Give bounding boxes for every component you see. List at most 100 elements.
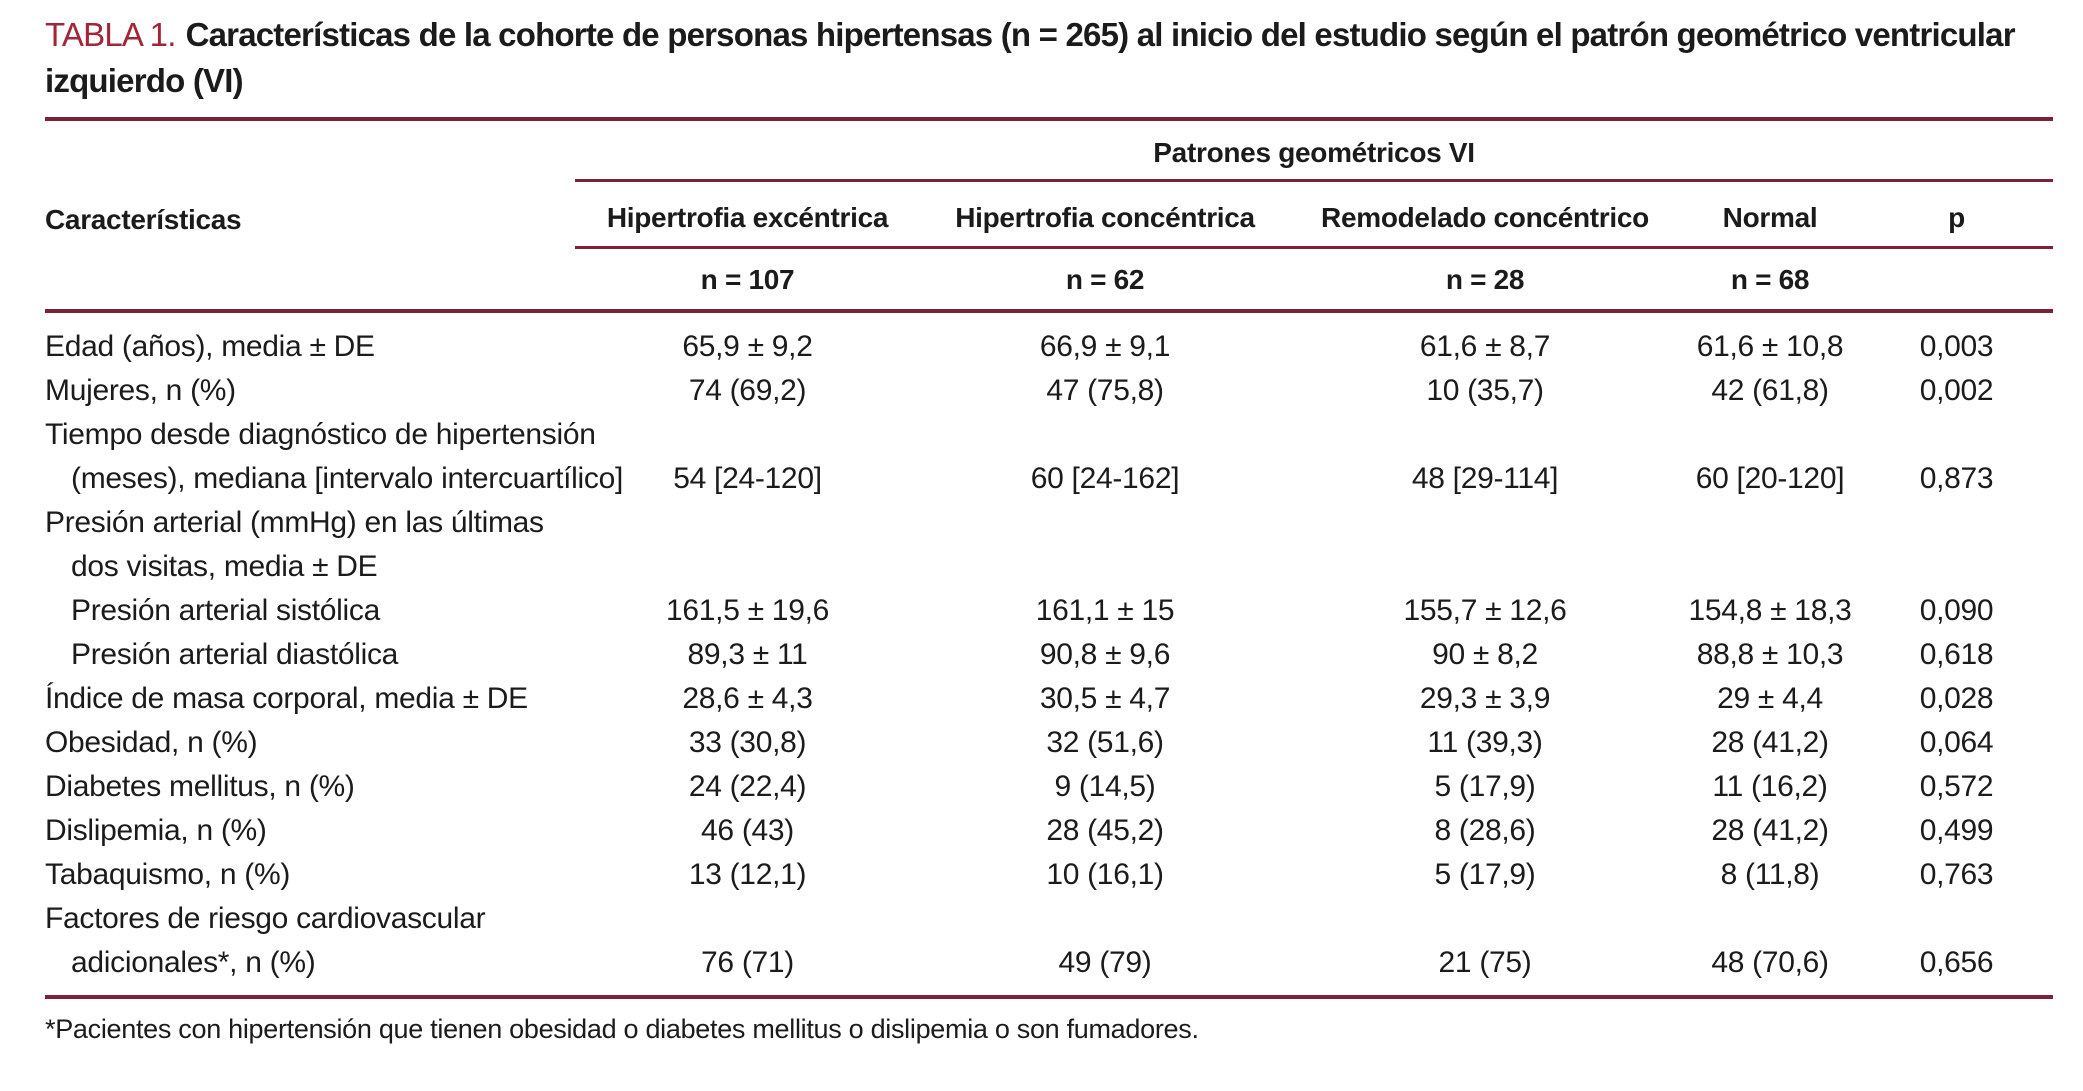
- p-value-cell: [1860, 897, 2053, 941]
- row-label: adicionales*, n (%): [71, 946, 316, 979]
- value-cell: 29 ± 4,4: [1717, 682, 1823, 715]
- table-row: Diabetes mellitus, n (%) 24 (22,4) 9 (14,5…: [45, 765, 2053, 809]
- p-value-cell: 0,572: [1919, 770, 1994, 803]
- n-label: n = 28: [1290, 247, 1680, 313]
- table-row: Presión arterial sistólica 161,5 ± 19,6 16…: [45, 589, 2053, 633]
- n-label: n = 62: [920, 247, 1290, 313]
- col-header-normal: Normal: [1680, 180, 1860, 249]
- row-label: Presión arterial sistólica: [71, 594, 380, 627]
- value-cell: [1680, 501, 1860, 545]
- value-cell: 47 (75,8): [1046, 374, 1164, 407]
- value-cell: 5 (17,9): [1434, 770, 1536, 803]
- table-row: Tabaquismo, n (%) 13 (12,1) 10 (16,1) 5 (17…: [45, 853, 2053, 897]
- table-body: Edad (años), media ± DE 65,9 ± 9,2 66,9 ± …: [45, 311, 2053, 995]
- n-label: n = 68: [1680, 247, 1860, 313]
- value-cell: 61,6 ± 10,8: [1696, 330, 1844, 363]
- value-cell: [575, 501, 920, 545]
- column-group-header: Patrones geométricos VI: [575, 121, 2054, 182]
- row-label: (meses), mediana [intervalo intercuartíl…: [71, 462, 624, 495]
- value-cell: 61,6 ± 8,7: [1419, 330, 1551, 363]
- value-cell: 65,9 ± 9,2: [682, 330, 813, 363]
- value-cell: 28 (41,2): [1711, 726, 1829, 759]
- value-cell: [575, 545, 920, 589]
- table-row: Edad (años), media ± DE 65,9 ± 9,2 66,9 ± …: [45, 311, 2053, 369]
- n-label: n = 107: [575, 247, 920, 313]
- value-cell: [1680, 897, 1860, 941]
- value-cell: 28,6 ± 4,3: [682, 682, 813, 715]
- value-cell: 54 [24-120]: [673, 462, 822, 495]
- row-label: Tabaquismo, n (%): [45, 858, 291, 891]
- p-value-cell: 0,499: [1919, 814, 1994, 847]
- value-cell: [575, 413, 920, 457]
- table-row: Factores de riesgo cardiovascular: [45, 897, 2053, 941]
- p-value-cell: 0,656: [1919, 946, 1994, 979]
- col-header-caracteristicas: Características: [45, 203, 242, 235]
- p-value-cell: [1860, 501, 2053, 545]
- column-header-row: Características Hipertrofia excéntrica H…: [45, 180, 2054, 249]
- value-cell: 161,1 ± 15: [1035, 594, 1175, 627]
- p-value-cell: 0,064: [1919, 726, 1994, 759]
- value-cell: [920, 413, 1290, 457]
- p-value-cell: [1860, 413, 2053, 457]
- value-cell: 161,5 ± 19,6: [666, 594, 829, 627]
- value-cell: 28 (41,2): [1711, 814, 1829, 847]
- table-caption-text: Características de la cohorte de persona…: [45, 16, 2016, 99]
- row-label: Presión arterial (mmHg) en las últimas: [45, 506, 544, 539]
- table-row: (meses), mediana [intervalo intercuartíl…: [45, 457, 2053, 501]
- value-cell: 90 ± 8,2: [1432, 638, 1538, 671]
- row-label: Factores de riesgo cardiovascular: [45, 902, 486, 935]
- blank-cell: [45, 247, 575, 313]
- value-cell: 60 [24-162]: [1030, 462, 1180, 495]
- value-cell: 13 (12,1): [688, 858, 807, 891]
- value-cell: 90,8 ± 9,6: [1039, 638, 1171, 671]
- value-cell: 48 (70,6): [1711, 946, 1829, 979]
- value-cell: [1290, 413, 1680, 457]
- p-value-cell: 0,873: [1919, 462, 1994, 495]
- value-cell: 48 [29-114]: [1411, 462, 1559, 495]
- value-cell: 5 (17,9): [1434, 858, 1536, 891]
- row-label: Presión arterial diastólica: [71, 638, 399, 671]
- blank-cell: [45, 121, 575, 181]
- table-row: Índice de masa corporal, media ± DE 28,6 …: [45, 677, 2053, 721]
- value-cell: 11 (16,2): [1712, 770, 1828, 803]
- p-value-cell: 0,763: [1919, 858, 1994, 891]
- value-cell: [1290, 501, 1680, 545]
- value-cell: [920, 545, 1290, 589]
- value-cell: [1290, 545, 1680, 589]
- value-cell: [1680, 413, 1860, 457]
- value-cell: 21 (75): [1438, 946, 1532, 979]
- value-cell: [920, 501, 1290, 545]
- value-cell: 60 [20-120]: [1695, 462, 1845, 495]
- value-cell: 8 (11,8): [1720, 858, 1820, 891]
- table-row: Presión arterial diastólica 89,3 ± 11 90,8…: [45, 633, 2053, 677]
- column-group-row: Patrones geométricos VI: [45, 121, 2054, 182]
- value-cell: [575, 897, 920, 941]
- value-cell: 30,5 ± 4,7: [1039, 682, 1171, 715]
- row-label: Tiempo desde diagnóstico de hipertensión: [45, 418, 596, 451]
- table-row: Presión arterial (mmHg) en las últimas: [45, 501, 2053, 545]
- value-cell: [1290, 897, 1680, 941]
- p-value-cell: 0,090: [1919, 594, 1994, 627]
- table-number-label: TABLA 1.: [45, 16, 176, 53]
- col-header-p: p: [1860, 180, 2054, 249]
- value-cell: [920, 897, 1290, 941]
- table-row: Obesidad, n (%) 33 (30,8) 32 (51,6) 11 (39,…: [45, 721, 2053, 765]
- value-cell: 154,8 ± 18,3: [1688, 594, 1852, 627]
- p-value-cell: 0,618: [1919, 638, 1994, 671]
- value-cell: 29,3 ± 3,9: [1419, 682, 1551, 715]
- row-label: Obesidad, n (%): [45, 726, 258, 759]
- blank-cell: [1860, 247, 2054, 313]
- table-row: adicionales*, n (%) 76 (71) 49 (79) 21 (75)…: [45, 941, 2053, 995]
- bottom-horizontal-rule: [45, 995, 2053, 999]
- table-title: TABLA 1. Características de la cohorte de…: [45, 12, 2053, 104]
- col-header-hipertrofia-concentrica: Hipertrofia concéntrica: [920, 180, 1290, 249]
- value-cell: [1680, 545, 1860, 589]
- value-cell: 11 (39,3): [1427, 726, 1543, 759]
- value-cell: 74 (69,2): [688, 374, 807, 407]
- value-cell: 10 (35,7): [1426, 374, 1544, 407]
- value-cell: 9 (14,5): [1054, 770, 1156, 803]
- row-label: Dislipemia, n (%): [45, 814, 267, 847]
- value-cell: 24 (22,4): [688, 770, 807, 803]
- col-header-remodelado-concentrico: Remodelado concéntrico: [1290, 180, 1680, 249]
